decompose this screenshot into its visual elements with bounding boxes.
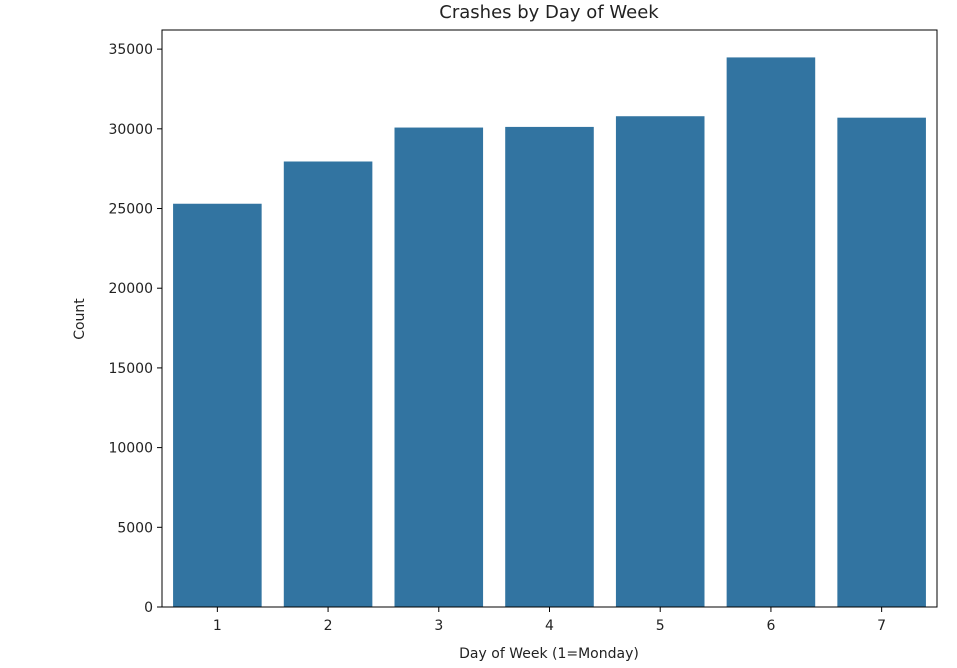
y-axis-ticks: 0 5000 10000 15000 20000 25000 30000 35000: [108, 42, 162, 616]
plot-frame: [161, 29, 938, 608]
bar-day-1: [173, 203, 262, 608]
x-tick-label-6: 6: [766, 618, 775, 634]
bar-day-2: [283, 161, 373, 607]
bar-day-4: [505, 126, 594, 607]
x-axis-ticks: 1 2 3 4 5 6 7: [213, 607, 886, 634]
y-tick-label-15000: 15000: [108, 361, 153, 377]
bar-day-7: [837, 117, 926, 608]
y-axis-label: Count: [72, 298, 88, 340]
bar-day-3: [394, 127, 484, 608]
x-tick-label-1: 1: [213, 618, 222, 634]
x-axis-label: Day of Week (1=Monday): [459, 646, 639, 662]
x-tick-label-7: 7: [877, 618, 886, 634]
x-tick-label-4: 4: [545, 618, 554, 634]
bars-group: [173, 57, 926, 608]
y-tick-label-30000: 30000: [108, 122, 153, 138]
y-tick-label-10000: 10000: [108, 441, 153, 457]
bar-day-5: [615, 116, 705, 607]
y-tick-label-0: 0: [144, 600, 153, 616]
y-tick-label-35000: 35000: [108, 42, 153, 58]
y-tick-label-20000: 20000: [108, 281, 153, 297]
x-tick-label-3: 3: [434, 618, 443, 634]
y-tick-label-25000: 25000: [108, 202, 153, 218]
bar-day-6: [726, 57, 816, 608]
chart-title: Crashes by Day of Week: [439, 2, 659, 23]
x-tick-label-2: 2: [324, 618, 333, 634]
x-tick-label-5: 5: [656, 618, 665, 634]
y-tick-label-5000: 5000: [117, 520, 153, 536]
